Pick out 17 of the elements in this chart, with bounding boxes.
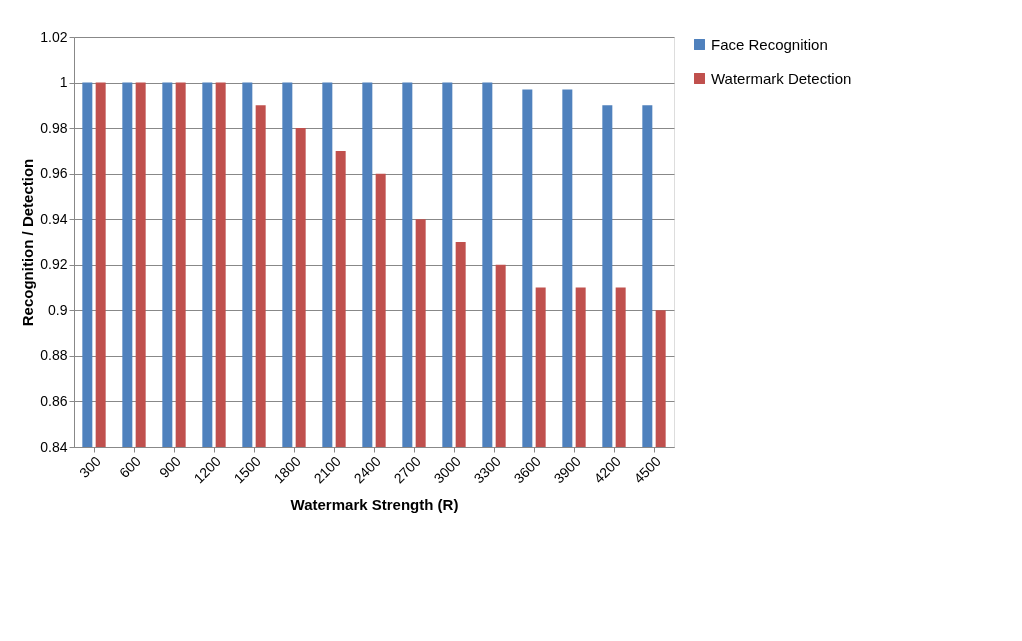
y-tick-label: 1.02 bbox=[40, 28, 68, 45]
y-tick-label: 0.86 bbox=[40, 392, 68, 409]
y-tick-label: 0.9 bbox=[48, 301, 68, 318]
y-tick-label: 0.88 bbox=[40, 347, 68, 364]
y-axis-title: Recognition / Detection bbox=[19, 158, 37, 327]
y-tick-label: 0.92 bbox=[40, 256, 68, 273]
y-tick-label: 1 bbox=[59, 74, 68, 91]
y-tick-label: 0.94 bbox=[40, 210, 68, 227]
legend-label: Watermark Detection bbox=[711, 69, 852, 87]
legend-label: Face Recognition bbox=[711, 35, 828, 53]
x-tick-label: 300 bbox=[76, 452, 105, 481]
y-tick-label: 0.96 bbox=[40, 165, 68, 182]
x-tick-label: 900 bbox=[156, 452, 185, 481]
x-tick-label: 600 bbox=[116, 452, 145, 481]
x-axis-title: Watermark Strength (R) bbox=[290, 496, 459, 514]
y-tick-label: 0.84 bbox=[40, 438, 68, 455]
y-tick-label: 0.98 bbox=[40, 119, 68, 136]
